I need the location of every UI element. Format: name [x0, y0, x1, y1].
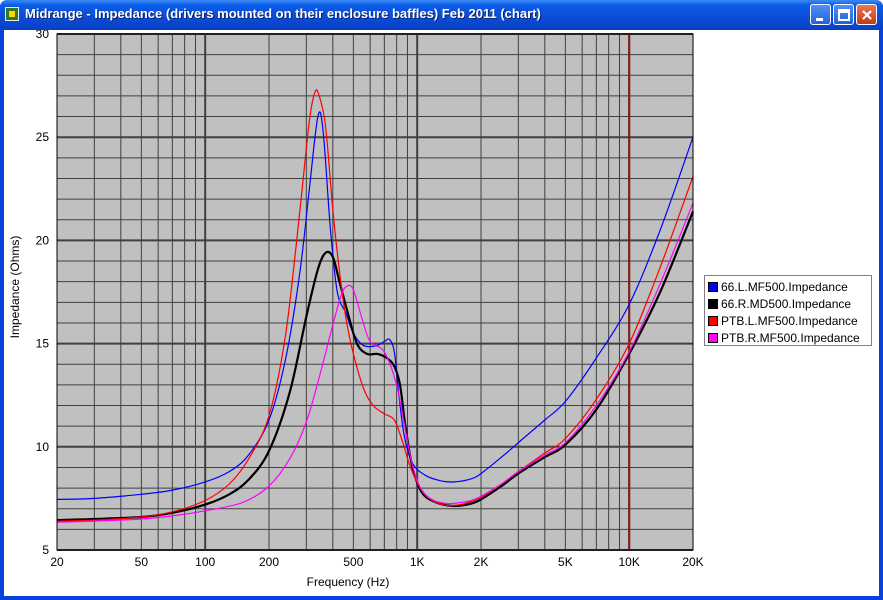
x-tick-label: 1K — [410, 555, 425, 569]
close-button[interactable] — [856, 4, 877, 25]
legend-label: 66.L.MF500.Impedance — [721, 279, 848, 294]
plot-background — [57, 34, 693, 550]
minimize-icon — [816, 18, 823, 21]
legend-swatch — [708, 315, 718, 326]
y-tick-label: 20 — [36, 233, 50, 247]
legend-swatch — [708, 332, 718, 343]
maximize-icon — [838, 9, 850, 21]
close-icon — [862, 10, 872, 20]
x-tick-label: 100 — [195, 555, 215, 569]
legend-item: 66.L.MF500.Impedance — [708, 278, 871, 295]
title-bar[interactable]: Midrange - Impedance (drivers mounted on… — [0, 0, 883, 30]
legend-swatch — [708, 298, 718, 309]
x-tick-label: 200 — [259, 555, 279, 569]
chart-area: 20 50 100 200 500 1K 2K 5K 10K 20K 5 10 15 20 25 30 Fr… — [4, 30, 879, 596]
y-tick-labels: 5 10 15 20 25 30 — [36, 30, 50, 557]
x-tick-label: 20K — [682, 555, 703, 569]
x-tick-label: 20 — [50, 555, 64, 569]
minimize-button[interactable] — [810, 4, 831, 25]
legend-label: PTB.R.MF500.Impedance — [721, 330, 860, 345]
legend-label: 66.R.MD500.Impedance — [721, 296, 852, 311]
y-tick-label: 30 — [36, 30, 50, 41]
legend-swatch — [708, 281, 718, 292]
impedance-chart: 20 50 100 200 500 1K 2K 5K 10K 20K 5 10 15 20 25 30 Fr… — [8, 30, 704, 589]
window-title: Midrange - Impedance (drivers mounted on… — [25, 6, 541, 21]
legend-label: PTB.L.MF500.Impedance — [721, 313, 858, 328]
app-icon[interactable] — [5, 7, 19, 21]
plot-frame — [56, 33, 694, 551]
x-tick-labels: 20 50 100 200 500 1K 2K 5K 10K 20K — [50, 555, 703, 569]
series-line — [56, 202, 694, 523]
x-axis-label: Frequency (Hz) — [307, 575, 390, 589]
maximize-button[interactable] — [833, 4, 854, 25]
y-tick-label: 5 — [42, 543, 49, 557]
x-tick-label: 500 — [343, 555, 363, 569]
y-tick-label: 10 — [36, 440, 50, 454]
y-axis-label: Impedance (Ohms) — [8, 236, 22, 339]
legend-item: 66.R.MD500.Impedance — [708, 295, 871, 312]
series-lines — [56, 89, 695, 523]
legend-item: PTB.L.MF500.Impedance — [708, 312, 871, 329]
series-line — [56, 111, 694, 500]
chart-legend: 66.L.MF500.Impedance 66.R.MD500.Impedanc… — [704, 275, 872, 346]
legend-item: PTB.R.MF500.Impedance — [708, 329, 871, 346]
x-tick-label: 50 — [135, 555, 149, 569]
y-tick-label: 25 — [36, 130, 50, 144]
x-tick-label: 5K — [558, 555, 573, 569]
y-tick-label: 15 — [36, 337, 50, 351]
x-tick-label: 2K — [474, 555, 489, 569]
x-tick-label: 10K — [619, 555, 640, 569]
